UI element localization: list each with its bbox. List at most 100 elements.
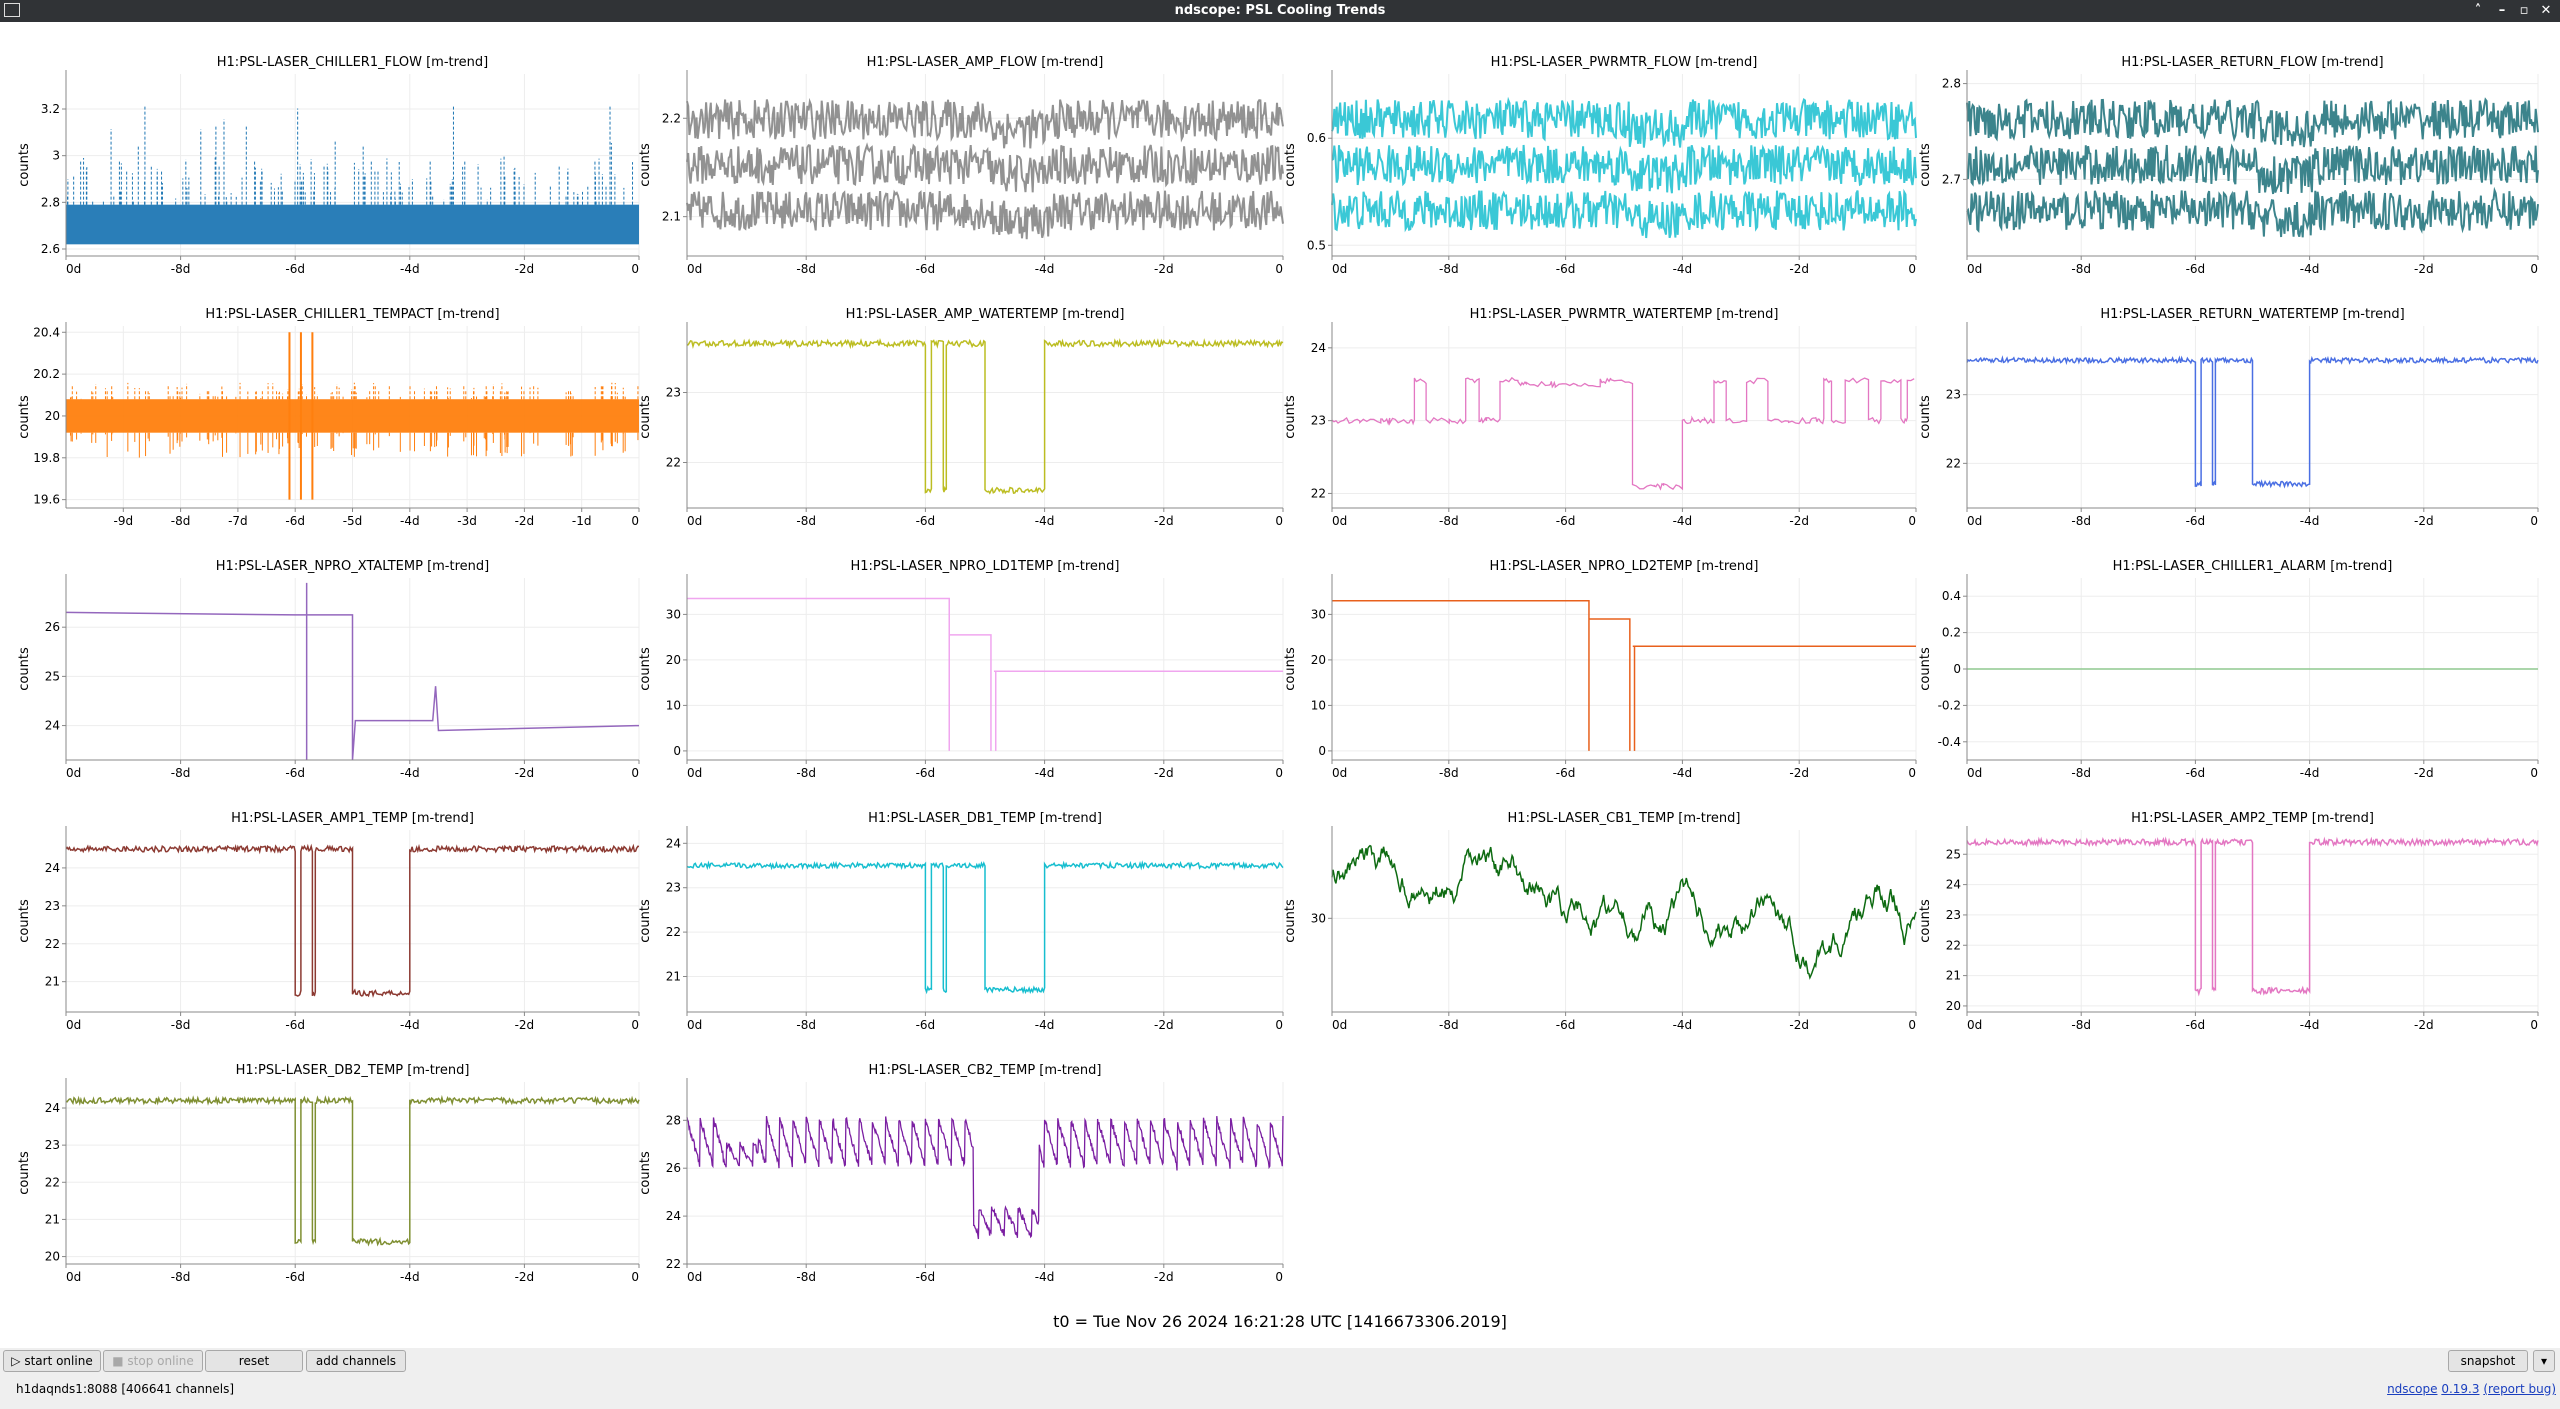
plot-cb1_temp: H1:PSL-LASER_CB1_TEMP [m-trend] 30 counts 0… xyxy=(1283,811,1917,1032)
y-tick-label: 30 xyxy=(666,607,681,621)
x-tick-label: -2d xyxy=(2414,766,2434,780)
reset-button[interactable]: reset xyxy=(205,1350,303,1372)
series-amp_flow xyxy=(686,97,1284,240)
x-tick-label: -2d xyxy=(2414,514,2434,528)
y-tick-label: 20 xyxy=(45,1250,60,1264)
data-trace xyxy=(65,1094,640,1247)
x-tick-label: -4d xyxy=(2300,766,2320,780)
x-tick-label: -8d xyxy=(796,1018,816,1032)
y-tick-label: -0.4 xyxy=(1938,735,1961,749)
x-tick-label: -8d xyxy=(1439,514,1459,528)
x-tick-label: -4d xyxy=(1673,766,1693,780)
x-tick-label: 0d xyxy=(1967,262,1982,276)
add-channels-button[interactable]: add channels xyxy=(306,1350,406,1372)
x-tick-label: -6d xyxy=(916,1018,936,1032)
close-icon[interactable]: ✕ xyxy=(2540,3,2552,18)
x-tick-label: -6d xyxy=(916,766,936,780)
y-tick-label: 24 xyxy=(1311,341,1326,355)
start-online-label: start online xyxy=(24,1354,93,1368)
x-tick-label: -2d xyxy=(1789,766,1809,780)
x-tick-label: 0 xyxy=(2530,1018,2538,1032)
y-tick-label: 20.4 xyxy=(33,325,60,339)
series-amp2_temp xyxy=(1966,836,2539,997)
x-tick-label: 0 xyxy=(1908,766,1916,780)
data-trace xyxy=(1332,600,1916,751)
series-npro_xtaltemp xyxy=(65,582,640,761)
x-tick-label: -6d xyxy=(1556,766,1576,780)
plot-title: H1:PSL-LASER_CB2_TEMP [m-trend] xyxy=(869,1063,1102,1078)
plot-return_watertemp: H1:PSL-LASER_RETURN_WATERTEMP [m-trend] 2… xyxy=(1918,307,2539,528)
x-tick-label: -1d xyxy=(572,514,592,528)
snapshot-menu-button[interactable]: ▾ xyxy=(2533,1350,2555,1372)
y-tick-label: 30 xyxy=(1311,607,1326,621)
x-tick-label: 0d xyxy=(1332,1018,1347,1032)
x-tick-label: 0 xyxy=(631,514,639,528)
y-tick-label: 24 xyxy=(666,836,681,850)
snapshot-button[interactable]: snapshot xyxy=(2448,1350,2528,1372)
stop-icon: ■ xyxy=(112,1354,128,1368)
y-axis-label: counts xyxy=(1283,647,1298,691)
x-tick-label: -2d xyxy=(515,1270,535,1284)
x-tick-label: 0d xyxy=(687,1018,702,1032)
plots-canvas[interactable]: H1:PSL-LASER_CHILLER1_FLOW [m-trend] 3.2 3… xyxy=(0,22,2560,1312)
y-tick-label: 2.8 xyxy=(1942,77,1961,91)
minimize-icon[interactable]: – xyxy=(2498,3,2506,18)
x-tick-label: 0d xyxy=(66,1270,81,1284)
plot-title: H1:PSL-LASER_DB2_TEMP [m-trend] xyxy=(236,1063,470,1078)
y-tick-label: 24 xyxy=(1946,878,1961,892)
x-tick-label: -6d xyxy=(2186,1018,2206,1032)
y-tick-label: 23 xyxy=(1946,388,1961,402)
x-tick-label: 0 xyxy=(2530,766,2538,780)
plot-return_flow: H1:PSL-LASER_RETURN_FLOW [m-trend] 2.8 2.7… xyxy=(1918,55,2539,276)
series-db2_temp xyxy=(65,1094,640,1247)
x-tick-label: 0 xyxy=(1275,1018,1283,1032)
x-tick-label: 0 xyxy=(2530,262,2538,276)
x-tick-label: -6d xyxy=(285,766,305,780)
x-tick-label: -6d xyxy=(916,262,936,276)
data-trace xyxy=(1331,844,1917,980)
t0-label: t0 = Tue Nov 26 2024 16:21:28 UTC [14166… xyxy=(1053,1312,1507,1331)
x-tick-label: -2d xyxy=(1154,766,1174,780)
data-trace xyxy=(1331,376,1915,491)
x-tick-label: -8d xyxy=(1439,1018,1459,1032)
y-tick-label: 24 xyxy=(45,1101,60,1115)
plot-title: H1:PSL-LASER_RETURN_FLOW [m-trend] xyxy=(2121,55,2383,70)
x-tick-label: -4d xyxy=(400,1018,420,1032)
report-bug-link[interactable]: (report bug) xyxy=(2483,1382,2556,1396)
x-tick-label: 0d xyxy=(1967,514,1982,528)
plot-area[interactable]: H1:PSL-LASER_CHILLER1_FLOW [m-trend] 3.2 3… xyxy=(0,22,2560,1348)
app-icon xyxy=(4,3,20,17)
ndscope-link[interactable]: ndscope xyxy=(2387,1382,2438,1396)
y-tick-label: 10 xyxy=(666,698,681,712)
series-cb1_temp xyxy=(1331,844,1917,980)
maximize-icon[interactable]: ▫ xyxy=(2519,3,2529,18)
x-tick-label: -4d xyxy=(400,1270,420,1284)
y-axis-label: counts xyxy=(1283,395,1298,439)
x-tick-label: -2d xyxy=(1789,514,1809,528)
x-tick-label: -4d xyxy=(1673,514,1693,528)
y-tick-label: 0.6 xyxy=(1307,131,1326,145)
x-tick-label: 0 xyxy=(1275,1270,1283,1284)
data-trace xyxy=(65,611,640,761)
x-tick-label: -2d xyxy=(515,514,535,528)
y-tick-label: 21 xyxy=(45,1212,60,1226)
y-axis-label: counts xyxy=(17,647,32,691)
plot-title: H1:PSL-LASER_AMP2_TEMP [m-trend] xyxy=(2131,811,2374,826)
plot-db1_temp: H1:PSL-LASER_DB1_TEMP [m-trend] 24 23 22 21 c… xyxy=(638,811,1284,1032)
y-tick-label: 22 xyxy=(1946,938,1961,952)
plot-title: H1:PSL-LASER_AMP1_TEMP [m-trend] xyxy=(231,811,474,826)
x-tick-label: -6d xyxy=(285,1018,305,1032)
plot-title: H1:PSL-LASER_CHILLER1_ALARM [m-trend] xyxy=(2113,559,2393,574)
x-tick-label: -4d xyxy=(400,262,420,276)
start-online-button[interactable]: ▷ start online xyxy=(3,1350,101,1372)
x-tick-label: -8d xyxy=(171,514,191,528)
chevron-up-icon[interactable]: ˄ xyxy=(2474,3,2482,18)
series-npro_ld2temp xyxy=(1332,600,1916,751)
y-tick-label: 20 xyxy=(666,653,681,667)
series-return_flow xyxy=(1966,97,2539,238)
data-trace xyxy=(686,97,1284,149)
y-tick-label: 19.6 xyxy=(33,493,60,507)
x-tick-label: -6d xyxy=(2186,262,2206,276)
version-link[interactable]: 0.19.3 xyxy=(2441,1382,2480,1396)
x-tick-label: -3d xyxy=(457,514,477,528)
